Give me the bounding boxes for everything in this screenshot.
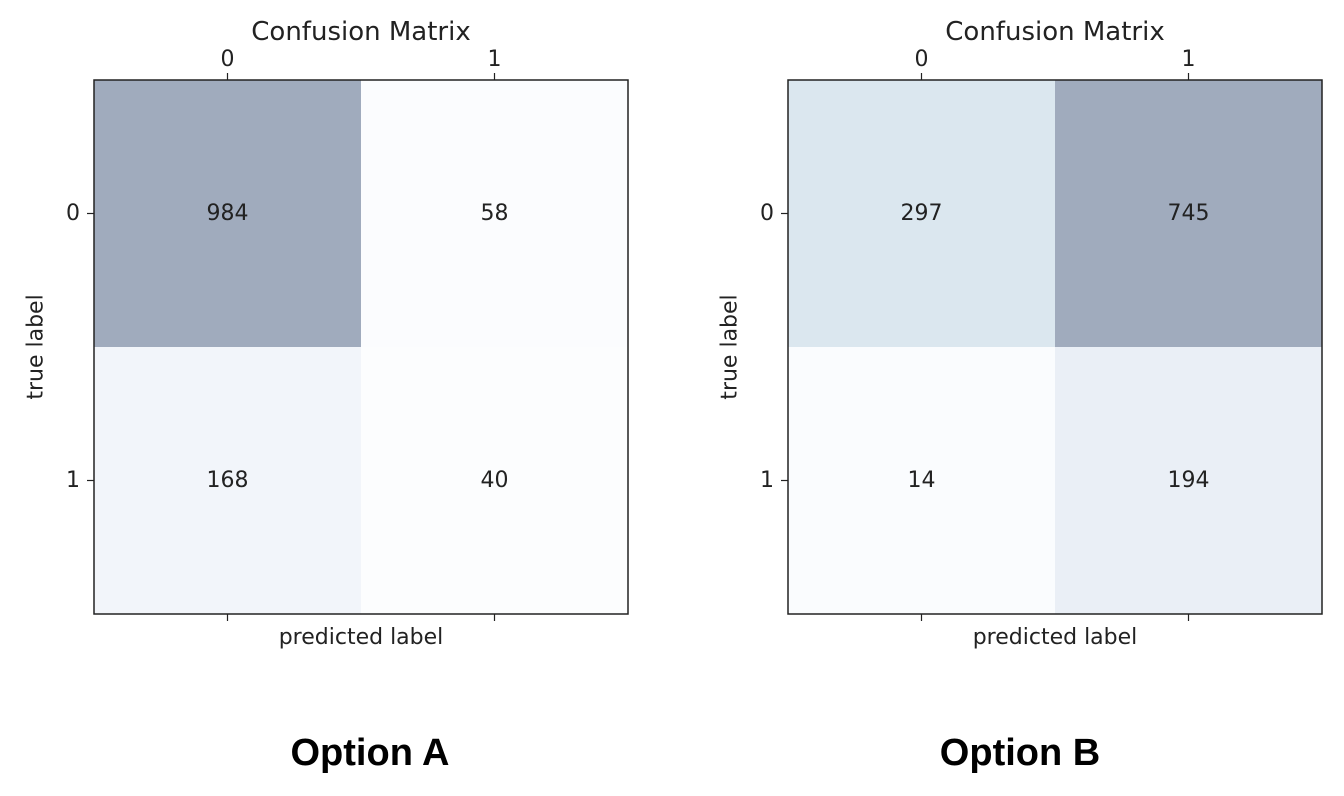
y-axis-label: true label (24, 294, 49, 399)
cell-value-label: 40 (481, 468, 509, 493)
cell-value-label: 297 (901, 201, 943, 226)
y-tick-label: 0 (66, 201, 80, 226)
x-tick-label: 0 (915, 47, 929, 72)
y-tick-label: 0 (760, 201, 774, 226)
x-tick-label: 1 (1182, 47, 1196, 72)
x-tick-label: 0 (221, 47, 235, 72)
heatmap-cell (788, 80, 1055, 347)
y-tick-label: 1 (66, 468, 80, 493)
y-axis-label: true label (718, 294, 743, 399)
plot-frame (787, 79, 1323, 615)
heatmap-cell (361, 80, 628, 347)
heatmap-cell (1055, 347, 1322, 614)
cell-value-label: 14 (908, 468, 936, 493)
heatmap-cell (94, 347, 361, 614)
heatmap-cell (1055, 80, 1322, 347)
x-axis-label: predicted label (973, 625, 1138, 650)
cell-value-label: 194 (1168, 468, 1210, 493)
cell-value-label: 745 (1168, 201, 1210, 226)
chart-title: Confusion Matrix (251, 17, 470, 47)
chart-title: Confusion Matrix (945, 17, 1164, 47)
caption-option-a: Option A (290, 732, 450, 774)
heatmap-cell (361, 347, 628, 614)
heatmap-cell (788, 347, 1055, 614)
x-axis-label: predicted label (279, 625, 444, 650)
cell-value-label: 168 (207, 468, 249, 493)
plot-frame (93, 79, 629, 615)
x-tick-label: 1 (488, 47, 502, 72)
figure: 984 58 168 40 0 1 0 1 Confusion Matrix predicted … (24, 17, 1323, 650)
caption-option-b: Option B (939, 732, 1101, 774)
heatmap-cell (94, 80, 361, 347)
y-tick-label: 1 (760, 468, 774, 493)
cell-value-label: 984 (207, 201, 249, 226)
cell-value-label: 58 (481, 201, 509, 226)
